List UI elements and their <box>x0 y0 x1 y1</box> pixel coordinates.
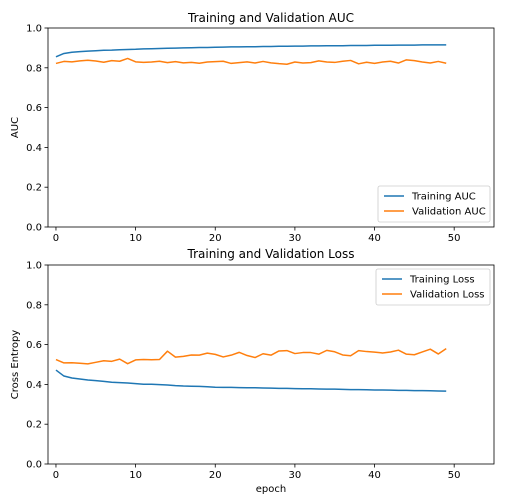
auc-x-tick-label: 10 <box>129 233 142 244</box>
loss-legend-box <box>375 268 491 306</box>
loss-x-tick-label: 0 <box>53 470 59 481</box>
loss-x-tick-label: 50 <box>448 470 461 481</box>
auc-y-tick-label: 0.4 <box>26 143 42 154</box>
auc-y-tick-label: 0.8 <box>26 63 42 74</box>
loss-y-tick-label: 0.4 <box>26 380 42 391</box>
auc-x-tick-label: 30 <box>289 233 302 244</box>
loss-y-tick-label: 0.0 <box>26 460 42 471</box>
auc-legend-label-training: Training AUC <box>411 192 476 203</box>
loss-x-tick-label: 20 <box>209 470 222 481</box>
loss-x-axis-label: epoch <box>256 484 286 495</box>
auc-series-lines <box>55 44 447 65</box>
auc-y-axis: 0.0 0.2 0.4 0.6 0.8 1.0 <box>26 24 48 234</box>
auc-plot-frame <box>47 27 495 228</box>
auc-series-line-training <box>55 44 447 58</box>
loss-chart-title: Training and Validation Loss <box>187 247 355 261</box>
loss-series-lines <box>55 347 447 392</box>
loss-x-tick-label: 30 <box>289 470 302 481</box>
auc-x-tick-label: 0 <box>53 233 59 244</box>
auc-x-tick-label: 40 <box>368 233 381 244</box>
loss-plot-frame <box>47 264 495 465</box>
auc-x-tick-label: 20 <box>209 233 222 244</box>
loss-y-axis-label: Cross Entropy <box>10 330 21 400</box>
loss-y-tick-label: 0.6 <box>26 340 42 351</box>
auc-series-line-validation <box>55 57 447 65</box>
auc-chart-title: Training and Validation AUC <box>187 11 354 25</box>
loss-y-tick-label: 0.2 <box>26 420 42 431</box>
auc-legend-box <box>377 185 491 223</box>
loss-y-axis: 0.0 0.2 0.4 0.6 0.8 1.0 <box>26 261 48 471</box>
loss-series-line-training <box>55 369 447 392</box>
auc-x-axis: 0 10 20 30 40 50 <box>53 227 461 244</box>
loss-series-line-validation <box>55 347 447 365</box>
loss-legend-label-validation: Validation Loss <box>410 290 485 301</box>
loss-legend-label-training: Training Loss <box>409 275 475 286</box>
auc-y-tick-label: 0.2 <box>26 183 42 194</box>
loss-y-tick-label: 1.0 <box>26 261 42 272</box>
auc-y-axis-label: AUC <box>10 117 21 138</box>
auc-chart: Training and Validation AUC 0 10 20 30 40 50 … <box>10 11 495 244</box>
auc-y-tick-label: 1.0 <box>26 24 42 35</box>
loss-legend: Training Loss Validation Loss <box>375 268 491 306</box>
auc-x-tick-label: 50 <box>448 233 461 244</box>
loss-x-tick-label: 40 <box>368 470 381 481</box>
auc-y-tick-label: 0.6 <box>26 103 42 114</box>
auc-y-tick-label: 0.0 <box>26 223 42 234</box>
loss-y-tick-label: 0.8 <box>26 300 42 311</box>
loss-x-tick-label: 10 <box>129 470 142 481</box>
auc-legend-label-validation: Validation AUC <box>412 207 486 218</box>
loss-x-axis: 0 10 20 30 40 50 <box>53 464 461 481</box>
loss-chart: Training and Validation Loss 0 10 20 30 40 50… <box>10 247 495 495</box>
auc-legend: Training AUC Validation AUC <box>377 185 491 223</box>
